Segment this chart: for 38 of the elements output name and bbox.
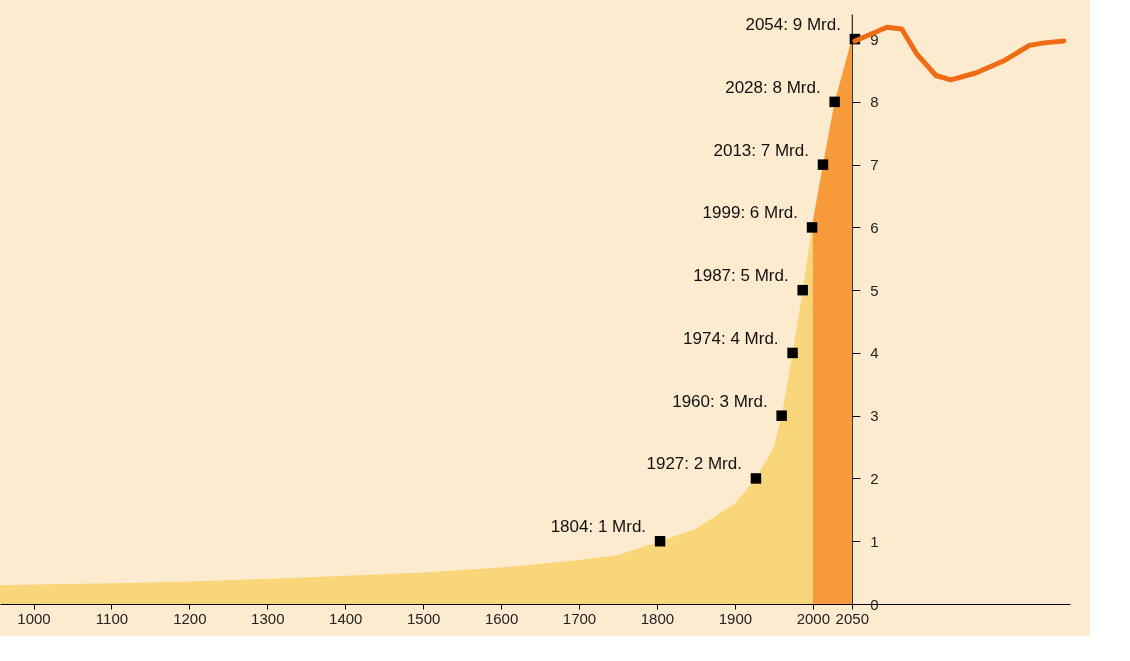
data-label: 1804: 1 Mrd. [550,517,647,537]
data-label: 1974: 4 Mrd. [683,328,779,348]
data-label: 1987: 5 Mrd. [693,266,789,286]
x-tick-label: 1000 [17,609,51,627]
data-label: 1960: 3 Mrd. [672,391,768,411]
x-tick-label: 1500 [406,609,441,627]
x-tick-label: 1900 [718,609,753,627]
y-tick-label: 8 [870,93,879,111]
y-tick-label: 3 [870,407,879,425]
point [797,284,808,296]
x-tick-label: 1300 [251,609,285,627]
x-tick-label: 2000 [796,609,831,627]
point [829,96,840,108]
point [750,473,762,484]
point [806,222,818,233]
data-label: 2028: 8 Mrd. [725,77,821,97]
point [817,159,829,170]
y-tick-label: 7 [870,156,879,174]
point [787,347,798,359]
y-tick-label: 1 [870,532,879,550]
data-label: 1999: 6 Mrd. [702,203,799,223]
data-label: 2054: 9 Mrd. [745,15,841,35]
point [654,535,666,547]
y-tick-label: 4 [870,344,879,362]
y-tick-label: 2 [870,469,879,487]
point [776,410,787,421]
x-tick-label: 1100 [95,609,129,627]
y-tick-label: 9 [870,30,879,48]
x-tick-label: 2050 [835,609,869,627]
data-label: 2013: 7 Mrd. [713,140,809,160]
x-tick-label: 1700 [562,609,597,627]
x-tick-label: 1800 [640,609,675,627]
data-label: 1927: 2 Mrd. [646,454,742,474]
y-tick-label: 5 [870,281,879,299]
y-tick-label: 6 [870,218,879,236]
x-tick-label: 1200 [173,609,207,627]
x-tick-label: 1400 [329,609,363,627]
x-tick-label: 1600 [484,609,519,627]
